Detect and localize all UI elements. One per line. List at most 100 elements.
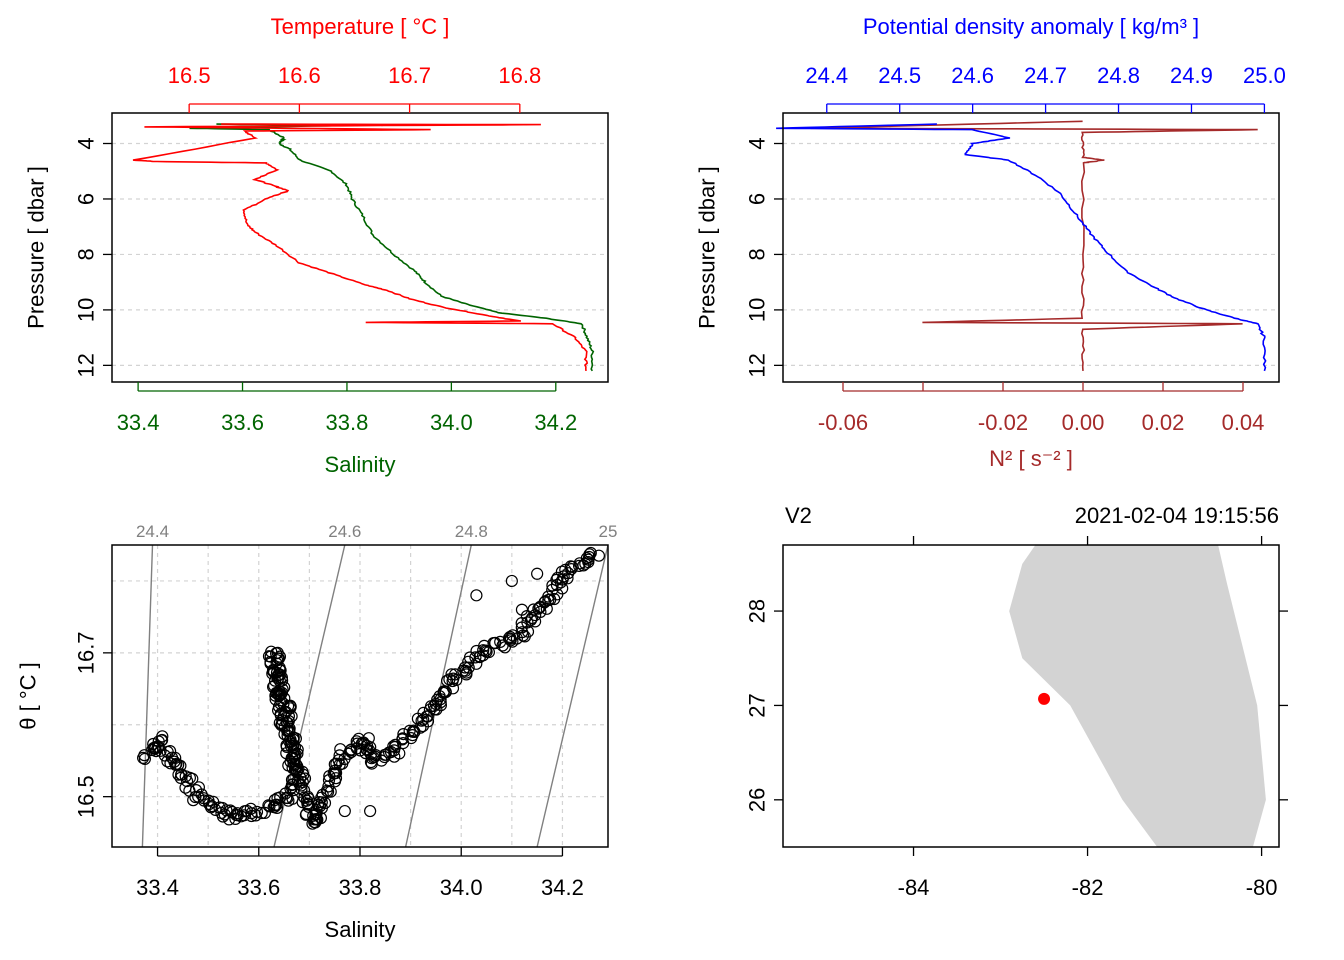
ts-point xyxy=(470,657,483,670)
ts-point xyxy=(556,582,569,595)
isopycnal-label: 24.8 xyxy=(455,522,488,541)
density-profile-line xyxy=(776,123,1267,372)
x-tick-label: -82 xyxy=(1072,875,1104,900)
ts-point xyxy=(564,560,577,573)
ts-point xyxy=(268,800,282,813)
isopycnal-label: 24.6 xyxy=(328,522,361,541)
ts-point xyxy=(527,603,540,616)
y-axis-label: Pressure [ dbar ] xyxy=(24,166,49,329)
ts-point xyxy=(430,703,443,716)
chart-title: Potential density anomaly [ kg/m³ ] xyxy=(863,14,1199,39)
ts-point xyxy=(525,611,539,625)
y-tick-label: 26 xyxy=(745,788,770,812)
x-tick-label: 33.6 xyxy=(237,875,280,900)
ts-point xyxy=(505,574,518,588)
ts-point xyxy=(521,625,535,638)
x-tick-label: 33.4 xyxy=(136,875,179,900)
ts-point xyxy=(396,733,409,746)
ts-point xyxy=(271,672,285,685)
ts-point xyxy=(220,804,233,817)
ts-point xyxy=(369,748,382,762)
y-tick-label: 10 xyxy=(74,298,99,322)
ts-point xyxy=(154,744,167,757)
isopycnal-line xyxy=(536,545,608,847)
y-tick-label: 12 xyxy=(74,353,99,377)
ts-point xyxy=(364,804,377,818)
ts-point xyxy=(338,804,351,818)
ts-point xyxy=(562,567,575,580)
top-tick-label: 16.6 xyxy=(278,63,321,88)
ts-point xyxy=(477,649,490,662)
bottom-tick-label: 33.8 xyxy=(326,410,369,435)
land-polygon xyxy=(1009,545,1266,847)
panel-ts-diagram: 24.4 24.6 24.8 25 33.4 33.6 33.8 34.0 34.2 Salini… xyxy=(16,522,618,942)
y-tick-label: 16.7 xyxy=(74,631,99,674)
ts-point xyxy=(138,752,151,766)
salinity-profile-line xyxy=(189,123,595,372)
bottom-tick-label: 0.02 xyxy=(1142,410,1185,435)
ts-point xyxy=(192,790,205,803)
chart-title: Temperature [ °C ] xyxy=(271,14,450,39)
ts-point xyxy=(285,710,298,723)
x-axis-label: Salinity xyxy=(325,917,396,942)
n2-profile-line xyxy=(810,120,1258,371)
ts-point xyxy=(583,548,596,561)
x-axis-label: Salinity xyxy=(325,452,396,477)
top-tick-label: 25.0 xyxy=(1243,63,1286,88)
ts-point xyxy=(152,735,165,748)
ts-point xyxy=(273,650,286,663)
top-tick-label: 24.4 xyxy=(805,63,848,88)
ts-point xyxy=(515,603,529,616)
ts-point xyxy=(469,651,482,664)
y-tick-label: 16.5 xyxy=(74,775,99,818)
ts-point xyxy=(264,650,277,663)
y-tick-label: 8 xyxy=(74,248,99,260)
ts-point xyxy=(295,782,308,796)
ts-point xyxy=(186,772,199,785)
ts-point xyxy=(463,651,477,664)
bottom-tick-label: 34.0 xyxy=(430,410,473,435)
station-name: V2 xyxy=(785,503,812,528)
y-tick-label: 12 xyxy=(745,353,770,377)
x-axis-label: N² [ s⁻² ] xyxy=(989,446,1073,471)
ts-point xyxy=(277,709,290,723)
x-tick-label: 33.8 xyxy=(339,875,382,900)
y-tick-label: 4 xyxy=(745,137,770,149)
ts-point xyxy=(344,744,357,757)
ts-point xyxy=(181,774,194,788)
ts-point xyxy=(283,724,296,737)
ts-point xyxy=(286,751,299,765)
top-tick-label: 24.9 xyxy=(1170,63,1213,88)
y-tick-label: 6 xyxy=(74,193,99,205)
y-tick-label: 8 xyxy=(745,248,770,260)
ts-point xyxy=(308,813,321,826)
ts-point xyxy=(417,706,430,720)
ts-point xyxy=(504,632,517,645)
panel-density-n2: 4 6 8 10 12 Pressure [ dbar ] 24.4 24.5 24.6 24.7… xyxy=(695,14,1286,471)
bottom-tick-label: 0.04 xyxy=(1222,410,1265,435)
ts-point xyxy=(161,755,174,768)
ts-point xyxy=(330,757,343,770)
ts-point xyxy=(470,589,483,602)
ts-point xyxy=(406,728,419,742)
bottom-tick-label: 33.6 xyxy=(221,410,264,435)
ts-point xyxy=(272,687,285,701)
ts-point xyxy=(551,571,564,584)
plot-frame xyxy=(782,544,1280,848)
y-tick-label: 6 xyxy=(745,193,770,205)
ts-point xyxy=(487,636,500,650)
top-tick-label: 16.5 xyxy=(168,63,211,88)
ts-point xyxy=(360,743,373,756)
ts-point xyxy=(431,693,444,706)
isopycnal-label: 25 xyxy=(599,522,618,541)
y-tick-label: 10 xyxy=(745,298,770,322)
ts-point xyxy=(528,615,542,628)
ts-point xyxy=(288,758,301,772)
ts-point xyxy=(273,716,286,730)
x-tick-label: -84 xyxy=(898,875,930,900)
ts-point xyxy=(542,590,555,603)
ts-point xyxy=(462,661,475,674)
bottom-tick-label: 34.2 xyxy=(534,410,577,435)
top-tick-label: 24.7 xyxy=(1024,63,1067,88)
top-tick-label: 24.8 xyxy=(1097,63,1140,88)
